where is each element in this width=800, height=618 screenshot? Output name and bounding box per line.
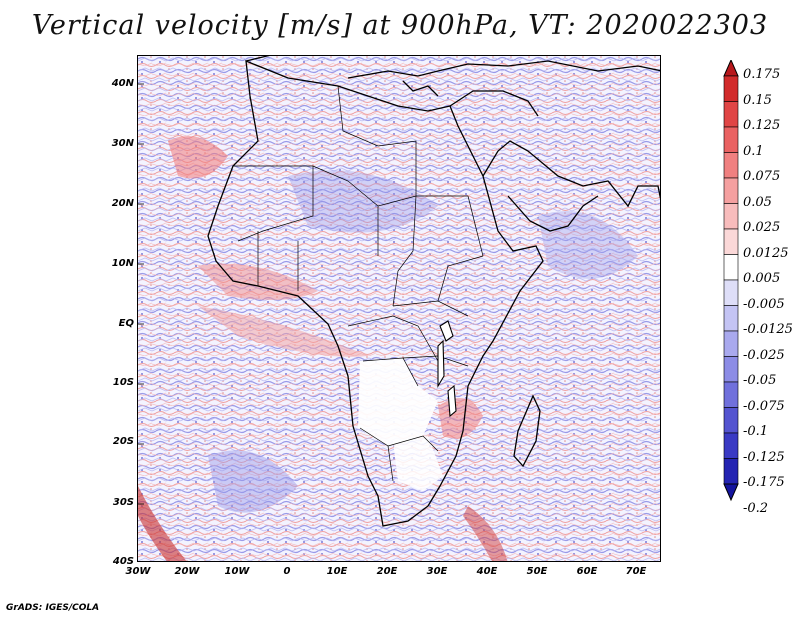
map-title: Vertical velocity [m/s] at 900hPa, VT: 2… [31, 10, 769, 41]
y-tick-label: 20N [111, 198, 134, 209]
map-panel [137, 55, 661, 562]
x-tick-label: 30E [426, 566, 448, 577]
colorbar-tick-label: -0.0125 [743, 322, 793, 337]
colorbar-tick-label: 0.005 [743, 271, 781, 286]
colorbar-tick-label: 0.025 [743, 220, 781, 235]
country-borders [233, 85, 484, 482]
colorbar-tick-label: -0.1 [743, 424, 769, 439]
colorbar-tick-label: -0.175 [743, 475, 785, 490]
colorbar-tick-label: 0.0125 [743, 245, 789, 261]
x-tick-label: 10W [224, 566, 250, 577]
y-tick-label: 10N [111, 258, 134, 269]
lakes [437, 320, 457, 418]
colorbar-segment [723, 75, 739, 102]
colorbar-tick-label: -0.2 [743, 500, 769, 516]
colorbar-tick-label: -0.075 [743, 398, 785, 414]
colorbar-tick-label: -0.125 [743, 449, 785, 465]
x-tick-label: 30W [125, 566, 151, 577]
colorbar-segment [723, 228, 739, 255]
y-tick-label: 30N [111, 138, 134, 149]
y-tick-label: 10S [112, 377, 134, 388]
y-tick-label: 30S [112, 497, 134, 508]
y-tick-label: 20S [112, 436, 134, 447]
colorbar-segment [723, 101, 739, 128]
colorbar-bottom-arrow [723, 483, 739, 502]
colorbar-tick-label: -0.05 [743, 373, 777, 388]
x-tick-label: 70E [625, 566, 647, 577]
colorbar-top-arrow [723, 60, 739, 77]
colorbar-segment [723, 356, 739, 383]
colorbar-tick-label: 0.125 [743, 118, 781, 133]
colorbar-tick-label: 0.075 [743, 169, 781, 184]
colorbar-segment [723, 330, 739, 357]
colorbar-segment [723, 381, 739, 408]
y-tick-label: EQ [118, 318, 134, 329]
x-tick-label: 50E [526, 566, 548, 577]
x-tick-label: 10E [326, 566, 348, 577]
x-tick-label: 20E [376, 566, 398, 577]
colorbar-segment [723, 152, 739, 179]
colorbar-segment [723, 203, 739, 230]
colorbar-tick-label: 0.15 [743, 92, 772, 108]
colorbar-segment [723, 407, 739, 434]
colorbar-segment [723, 458, 739, 485]
colorbar-segment [723, 432, 739, 459]
y-tick-label: 40S [112, 556, 134, 567]
colorbar-tick-label: 0.175 [743, 67, 781, 82]
velocity-field-map [138, 56, 660, 561]
colorbar-tick-label: 0.05 [743, 194, 772, 210]
credit-text: GrADS: IGES/COLA [6, 603, 100, 613]
colorbar-segment [723, 126, 739, 153]
colorbar-tick-label: -0.025 [743, 347, 785, 363]
colorbar [723, 60, 739, 502]
colorbar-segment [723, 279, 739, 306]
colorbar-segment [723, 254, 739, 281]
x-tick-label: 20W [174, 566, 200, 577]
y-tick-label: 40N [111, 78, 134, 89]
coastline [207, 56, 660, 527]
colorbar-segment [723, 177, 739, 204]
colorbar-tick-label: 0.1 [743, 143, 764, 159]
colorbar-segment [723, 305, 739, 332]
colorbar-tick-label: -0.005 [743, 296, 785, 312]
x-tick-label: 40E [476, 566, 498, 577]
x-tick-label: 0 [283, 566, 291, 577]
x-tick-label: 60E [576, 566, 598, 577]
